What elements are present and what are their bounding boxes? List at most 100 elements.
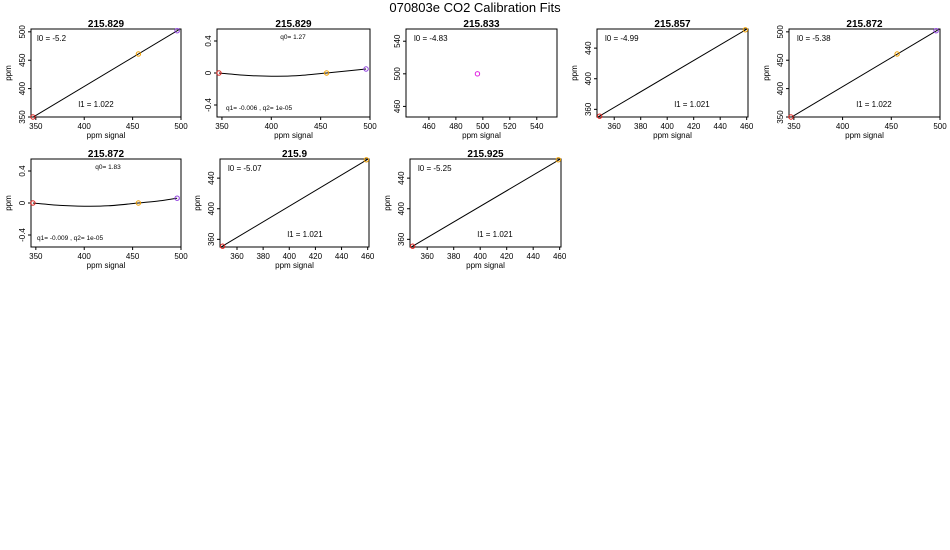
- x-tick-label: 500: [363, 122, 377, 131]
- fit-annotation: l0 = -5.25: [418, 164, 452, 173]
- fit-annotation: q1= -0.009 , q2= 1e-05: [37, 235, 104, 242]
- x-tick-label: 500: [933, 122, 947, 131]
- x-tick-label: 420: [309, 252, 323, 261]
- fit-annotation: l1 = 1.021: [674, 100, 710, 109]
- fit-annotation: l1 = 1.021: [477, 230, 513, 239]
- x-tick-label: 440: [527, 252, 541, 261]
- x-tick-label: 480: [449, 122, 463, 131]
- x-tick-label: 380: [634, 122, 648, 131]
- y-tick-label: 0.4: [204, 35, 213, 47]
- fit-annotation: l0 = -5.38: [797, 34, 831, 43]
- y-tick-label: 500: [18, 25, 27, 39]
- y-tick-label: 450: [18, 53, 27, 67]
- data-point: [363, 66, 369, 72]
- data-point: [474, 71, 481, 77]
- fit-annotation: q0= 1.27: [280, 34, 306, 41]
- x-tick-label: 400: [78, 122, 92, 131]
- y-tick-label: -0.4: [204, 98, 213, 112]
- y-axis-label: ppm: [193, 195, 202, 211]
- y-tick-label: 350: [18, 110, 27, 124]
- data-point: [894, 51, 900, 57]
- fit-annotation: q1= -0.006 , q2= 1e-05: [226, 105, 293, 112]
- data-point: [596, 113, 603, 119]
- y-tick-label: 440: [207, 171, 216, 185]
- x-tick-label: 350: [787, 122, 801, 131]
- x-axis-label: ppm signal: [845, 131, 884, 140]
- data-point: [788, 114, 794, 120]
- y-axis-label: ppm: [383, 195, 392, 211]
- y-tick-label: 400: [397, 202, 406, 216]
- x-tick-label: 520: [503, 122, 517, 131]
- x-tick-label: 400: [474, 252, 488, 261]
- fit-annotation: l0 = -4.99: [605, 34, 639, 43]
- x-tick-label: 460: [740, 122, 754, 131]
- fit-line: [32, 197, 178, 207]
- x-tick-label: 500: [174, 122, 188, 131]
- x-tick-label: 350: [215, 122, 229, 131]
- y-tick-label: 360: [584, 102, 593, 116]
- x-axis-label: ppm signal: [274, 131, 313, 140]
- plot-title: 215.872: [88, 149, 125, 160]
- y-axis-label: ppm: [762, 65, 771, 81]
- x-tick-label: 460: [422, 122, 436, 131]
- plot-title: 215.9: [282, 149, 307, 160]
- plot-title: 215.872: [846, 19, 883, 30]
- x-tick-label: 460: [553, 252, 567, 261]
- x-axis-label: ppm signal: [87, 131, 126, 140]
- x-tick-label: 360: [421, 252, 435, 261]
- data-point: [323, 70, 330, 76]
- plot-title: 215.857: [654, 19, 691, 30]
- y-tick-label: 540: [393, 34, 402, 48]
- x-tick-label: 500: [476, 122, 490, 131]
- data-point: [174, 28, 180, 34]
- y-tick-label: 440: [584, 41, 593, 55]
- data-point: [363, 157, 370, 163]
- y-tick-label: 0: [18, 200, 27, 205]
- fit-line: [220, 159, 369, 247]
- y-tick-label: 460: [393, 99, 402, 113]
- plot-frame: [219, 158, 370, 248]
- fit-line: [410, 159, 561, 247]
- calibration-plot: 215.872 350 400 450 500 350 400 450 500 ppm signa…: [762, 19, 947, 140]
- x-tick-label: 540: [530, 122, 544, 131]
- y-tick-label: 500: [393, 67, 402, 81]
- data-point: [219, 243, 226, 249]
- calibration-plot: 215.925 360 380 400 420 440 460 360 400 440 ppm si…: [383, 149, 567, 270]
- x-tick-label: 450: [126, 252, 140, 261]
- data-point: [135, 200, 142, 206]
- y-tick-label: 400: [207, 202, 216, 216]
- plot-frame: [30, 28, 182, 118]
- plot-frame: [409, 158, 562, 248]
- x-axis-label: ppm signal: [466, 261, 505, 270]
- data-point: [30, 114, 36, 120]
- x-tick-label: 400: [265, 122, 279, 131]
- x-axis-label: ppm signal: [462, 131, 501, 140]
- x-tick-label: 400: [283, 252, 297, 261]
- x-tick-label: 420: [500, 252, 514, 261]
- fit-line: [32, 29, 181, 117]
- y-tick-label: 0: [204, 70, 213, 75]
- calibration-plot: 215.829 350 400 450 500 -0.4 0 0.4 ppm signal q0=…: [204, 19, 377, 140]
- y-axis-label: ppm: [4, 195, 13, 211]
- x-tick-label: 350: [29, 252, 43, 261]
- calibration-plot: 215.9 360 380 400 420 440 460 360 400 440 ppm sign…: [193, 149, 375, 270]
- calibration-plot: 215.872 350 400 450 500 -0.4 0 0.4 ppm signal ppm…: [4, 149, 188, 270]
- data-point: [555, 157, 562, 163]
- fit-annotation: l0 = -4.83: [414, 34, 448, 43]
- y-tick-label: 360: [207, 232, 216, 246]
- y-tick-label: 400: [18, 81, 27, 95]
- x-tick-label: 450: [126, 122, 140, 131]
- plot-frame: [30, 158, 182, 248]
- y-tick-label: -0.4: [18, 228, 27, 242]
- fit-annotation: l0 = -5.2: [37, 34, 67, 43]
- y-tick-label: 400: [776, 81, 785, 95]
- x-tick-label: 460: [361, 252, 375, 261]
- calibration-plot: 215.857 360 380 400 420 440 460 360 400 440 ppm si…: [570, 19, 754, 140]
- data-point: [30, 200, 36, 206]
- page-title: 070803e CO2 Calibration Fits: [389, 0, 561, 15]
- x-tick-label: 440: [714, 122, 728, 131]
- x-tick-label: 400: [836, 122, 850, 131]
- data-point: [174, 195, 180, 201]
- plot-title: 215.833: [463, 19, 500, 30]
